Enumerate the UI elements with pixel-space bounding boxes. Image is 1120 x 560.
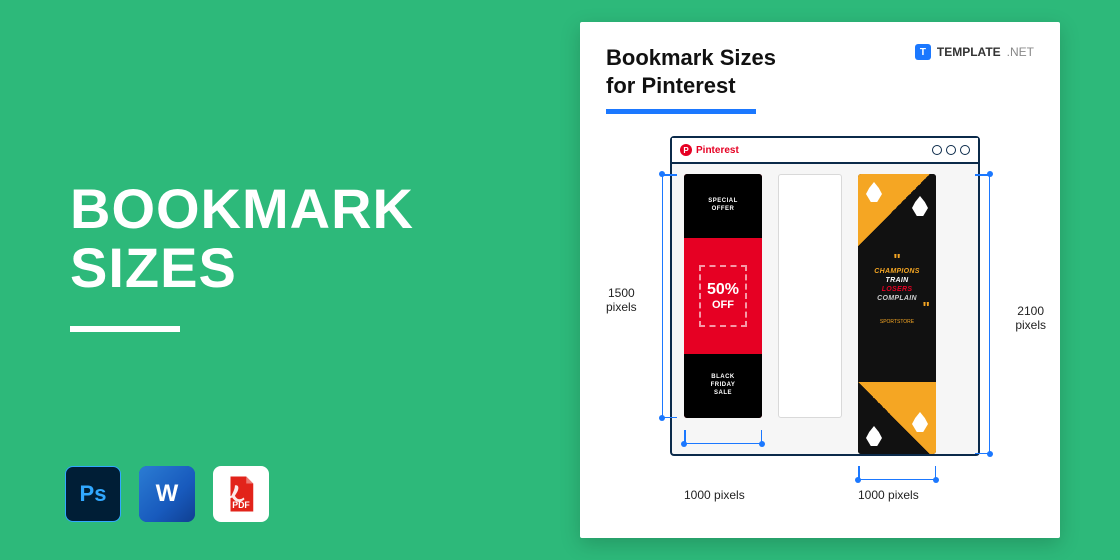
- photoshop-icon: Ps: [65, 466, 121, 522]
- brand-suffix: .NET: [1007, 45, 1034, 59]
- bk-right-bottom: [858, 382, 936, 454]
- pdf-icon: PDF: [213, 466, 269, 522]
- card-title-block: Bookmark Sizes for Pinterest: [606, 44, 776, 114]
- bk-right-mid: " CHAMPIONS TRAIN LOSERS COMPLAIN " SPOR…: [858, 246, 936, 335]
- athlete-icon: [866, 182, 882, 202]
- bracket-dot: [659, 415, 665, 421]
- page-title: BOOKMARK SIZES: [70, 180, 414, 298]
- card-title-underline: [606, 109, 756, 114]
- bk-left-bottom: BLACKFRIDAYSALE: [684, 354, 762, 418]
- size-diagram: P Pinterest SPECIALOFFER 50% OFF BLACKFR…: [606, 136, 1034, 526]
- info-card: Bookmark Sizes for Pinterest T TEMPLATE.…: [580, 22, 1060, 538]
- pinterest-label: Pinterest: [696, 145, 739, 156]
- title-line-2: SIZES: [70, 236, 237, 299]
- label-left-width: 1000 pixels: [684, 488, 745, 502]
- file-format-icons: Ps W PDF: [65, 466, 269, 522]
- brand-name: TEMPLATE: [937, 45, 1001, 59]
- bk-right-top: [858, 174, 936, 246]
- card-title-line-2: for Pinterest: [606, 73, 736, 98]
- bk-left-mid-content: 50% OFF: [699, 265, 747, 327]
- bracket-dot: [659, 171, 665, 177]
- window-controls: [932, 145, 970, 155]
- ps-label: Ps: [80, 481, 107, 507]
- brand-badge-icon: T: [915, 44, 931, 60]
- bk-left-mid: 50% OFF: [684, 238, 762, 354]
- bk-right-line-2: TRAIN: [864, 277, 930, 284]
- bracket-dot: [759, 441, 765, 447]
- athlete-icon: [912, 196, 928, 216]
- bk-left-pct: 50%: [707, 281, 739, 299]
- athlete-icon: [912, 412, 928, 432]
- browser-titlebar: P Pinterest: [672, 138, 978, 164]
- bookmark-sample-left: SPECIALOFFER 50% OFF BLACKFRIDAYSALE: [684, 174, 762, 418]
- card-title-line-1: Bookmark Sizes: [606, 45, 776, 70]
- label-right-height: 2100pixels: [1015, 304, 1046, 333]
- brand-logo: T TEMPLATE .NET: [915, 44, 1034, 60]
- bracket-left-width: [684, 430, 762, 444]
- word-icon: W: [139, 466, 195, 522]
- bracket-right-height: [976, 174, 990, 454]
- bracket-dot: [855, 477, 861, 483]
- bookmark-sample-right: " CHAMPIONS TRAIN LOSERS COMPLAIN " SPOR…: [858, 174, 936, 454]
- bracket-dot: [987, 171, 993, 177]
- quote-open-icon: ": [864, 256, 930, 266]
- bracket-right-width: [858, 466, 936, 480]
- label-left-height: 1500pixels: [606, 286, 637, 315]
- bracket-dot: [987, 451, 993, 457]
- svg-text:PDF: PDF: [232, 500, 250, 510]
- bk-right-line-4: COMPLAIN: [864, 295, 930, 302]
- card-title: Bookmark Sizes for Pinterest: [606, 44, 776, 99]
- bracket-left-height: [662, 174, 676, 418]
- headline-block: BOOKMARK SIZES: [70, 180, 414, 332]
- title-underline: [70, 326, 180, 332]
- placeholder-column: [778, 174, 842, 418]
- title-line-1: BOOKMARK: [70, 177, 414, 240]
- bk-right-line-1: CHAMPIONS: [864, 268, 930, 275]
- bk-left-off: OFF: [707, 299, 739, 311]
- label-right-width: 1000 pixels: [858, 488, 919, 502]
- bk-right-line-3: LOSERS: [864, 286, 930, 293]
- bk-left-top: SPECIALOFFER: [684, 174, 762, 238]
- bk-right-store: SPORTSTORE: [864, 319, 930, 325]
- pinterest-icon: P: [680, 144, 692, 156]
- bracket-dot: [933, 477, 939, 483]
- bracket-dot: [681, 441, 687, 447]
- quote-close-icon: ": [864, 304, 930, 314]
- athlete-icon: [866, 426, 882, 446]
- card-header: Bookmark Sizes for Pinterest T TEMPLATE.…: [606, 44, 1034, 114]
- pinterest-logo: P Pinterest: [680, 144, 739, 156]
- word-label: W: [156, 480, 179, 508]
